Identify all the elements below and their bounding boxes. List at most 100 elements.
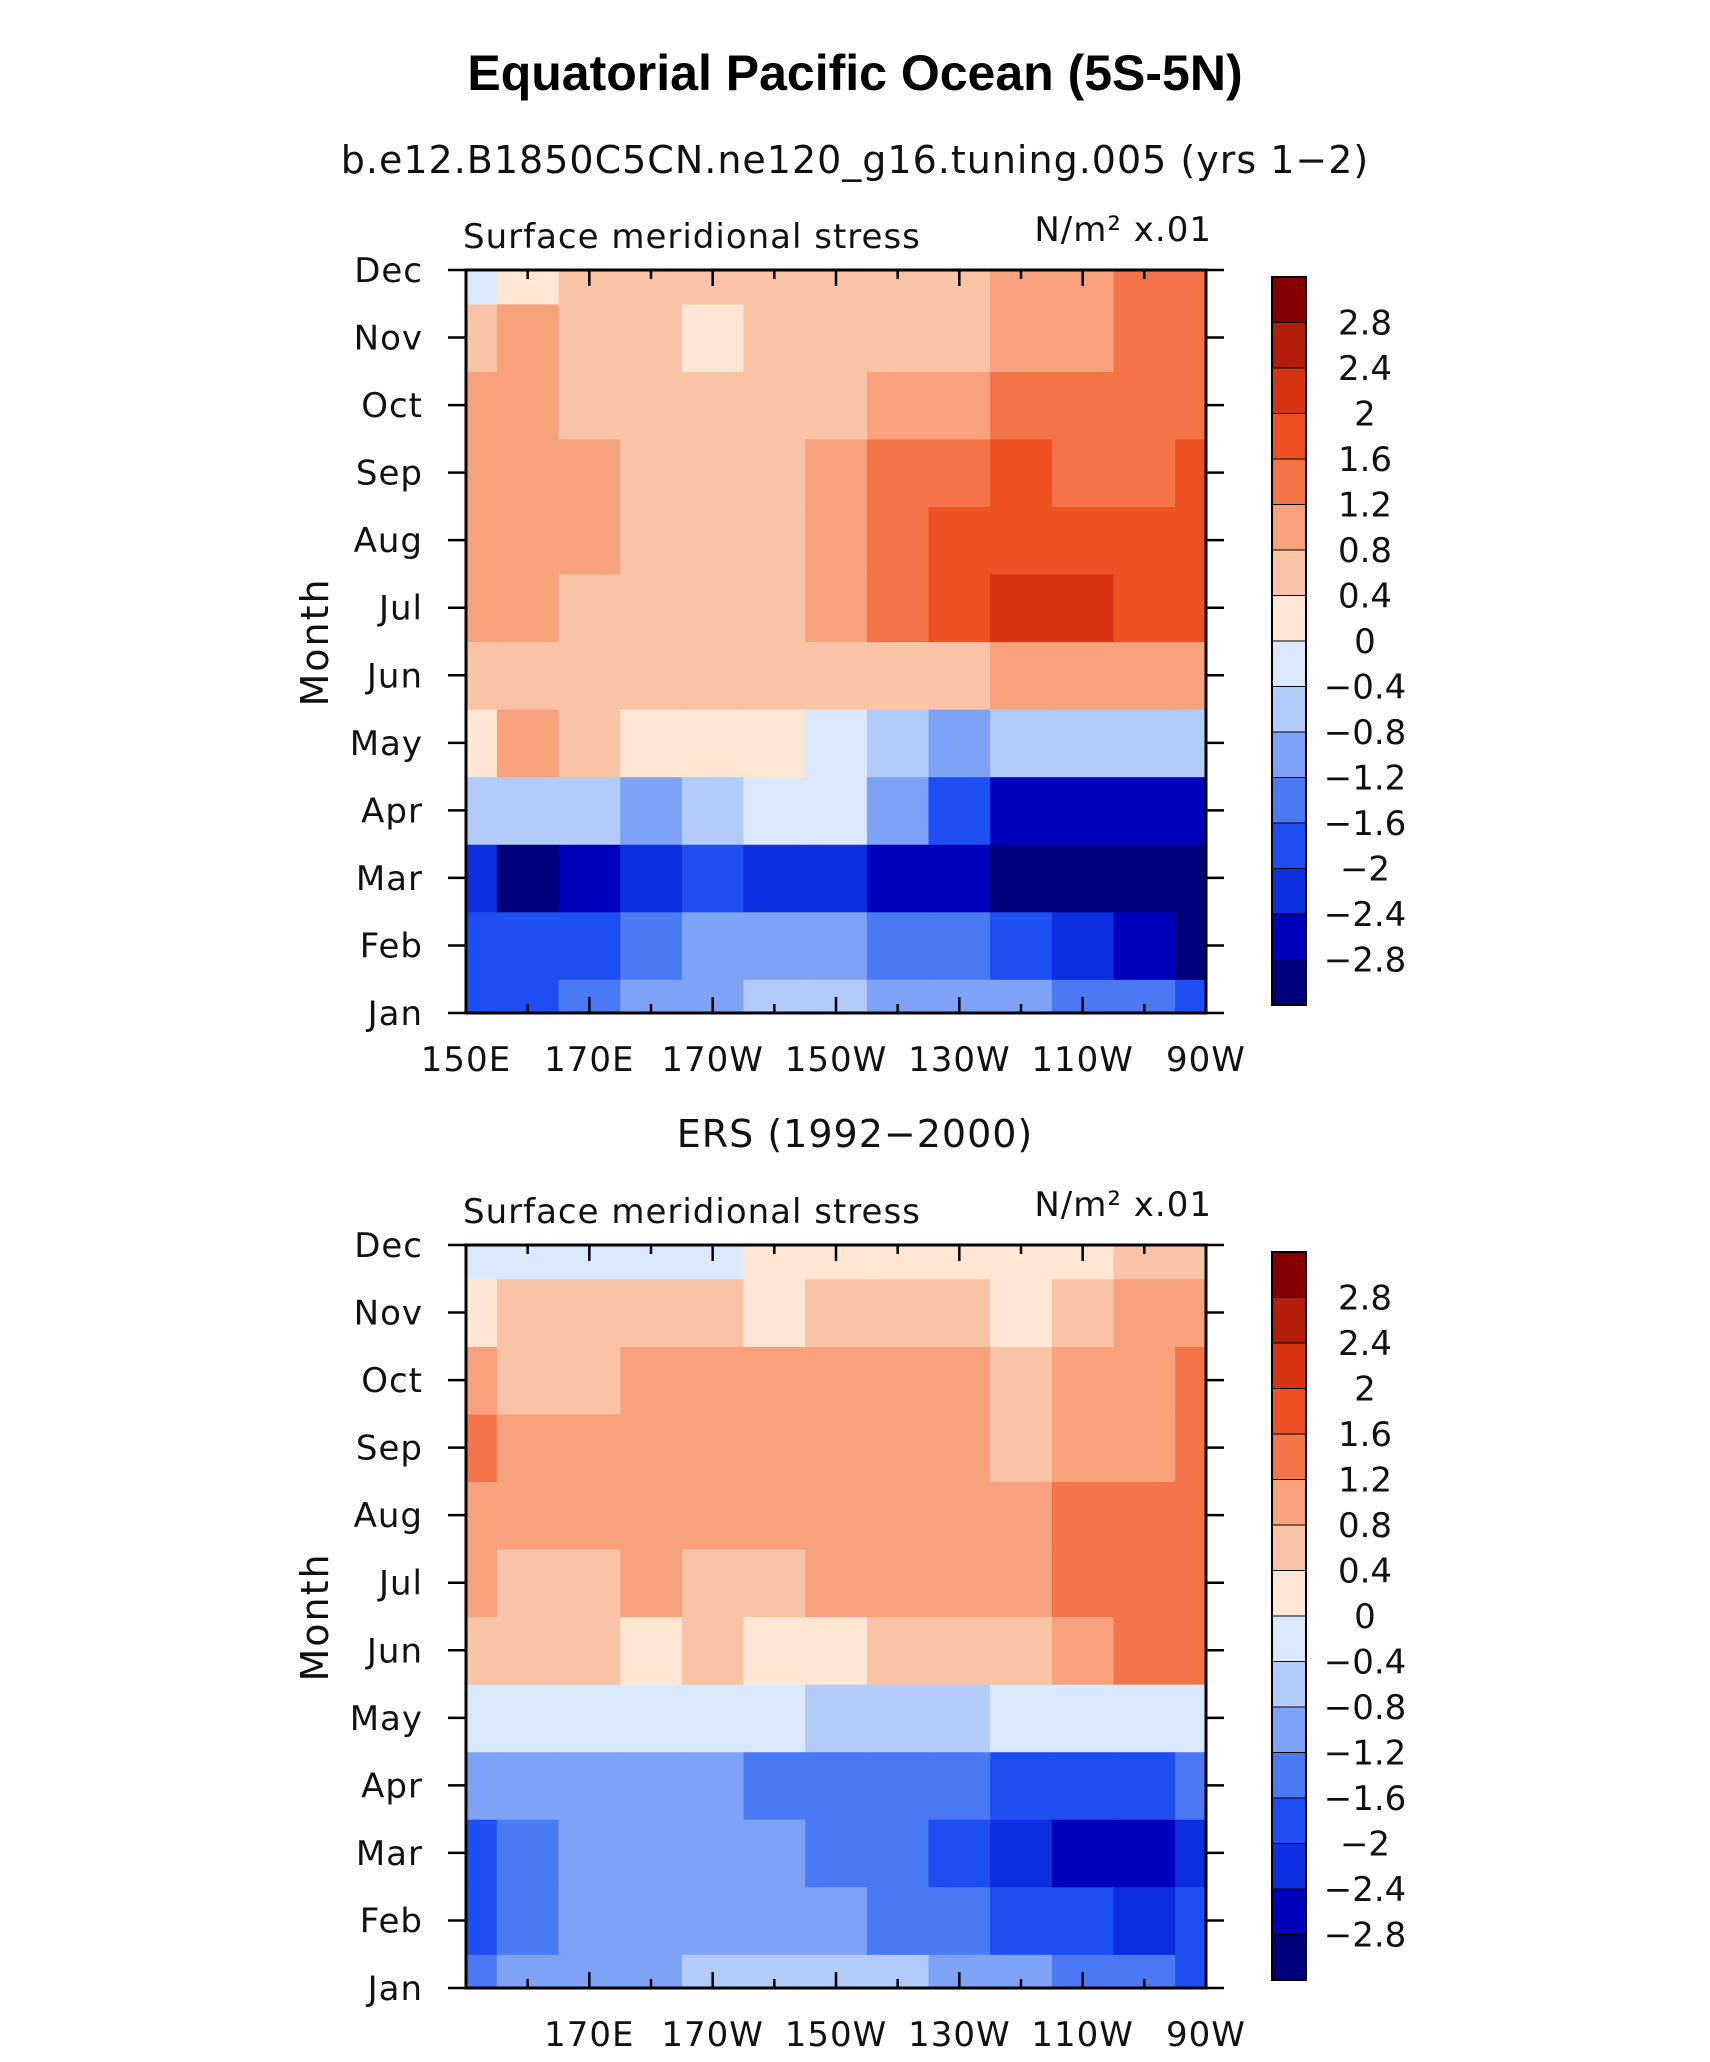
heatmap-cell (866, 1413, 930, 1483)
heatmap-cell (1175, 438, 1207, 508)
variable-label: Surface meridional stress (463, 217, 921, 257)
heatmap-cell (496, 1413, 560, 1483)
heatmap-cell (1175, 1278, 1207, 1347)
heatmap-cell (558, 1346, 621, 1415)
x-tick-label: 110W (1031, 1040, 1134, 1080)
heatmap-cell (496, 1616, 560, 1685)
colorbar-label: −2.8 (1324, 941, 1407, 981)
heatmap-cell (928, 371, 991, 440)
heatmap-cell (496, 506, 560, 575)
colorbar-box (1271, 731, 1307, 778)
colorbar-box (1271, 777, 1307, 824)
y-tick-label: May (350, 1699, 423, 1739)
heatmap-cell (743, 1548, 806, 1618)
heatmap-cell (681, 1751, 745, 1820)
heatmap-cell (496, 1886, 560, 1955)
y-tick-label: Nov (354, 319, 423, 359)
colorbar: 2.8 2.4 2 1.6 1.2 0.8 0.4 0 −0.4 −0.8 −1.2 −1.6 −2 −2… (1271, 1251, 1407, 1981)
heatmap-cell (681, 573, 745, 643)
heatmap-cell (928, 844, 991, 913)
heatmap-cell (620, 641, 683, 710)
colorbar-box (1271, 959, 1307, 1006)
heatmap-cell (805, 438, 868, 508)
heatmap-cell (496, 371, 560, 440)
y-tick-label: Oct (361, 1361, 423, 1401)
heatmap-cell (496, 776, 560, 845)
heatmap-cell (496, 1346, 560, 1415)
heatmap-cell (620, 1616, 683, 1685)
colorbar-box (1271, 1433, 1307, 1480)
heatmap-cell (1175, 1954, 1207, 1989)
heatmap-cell (805, 641, 868, 710)
colorbar-box (1271, 413, 1307, 460)
heatmap-cell (805, 1684, 868, 1753)
heatmap-cell (1113, 1819, 1176, 1888)
colorbar-label: 2.4 (1338, 1324, 1392, 1364)
heatmap-cell (558, 1684, 621, 1753)
y-tick-label: Oct (361, 386, 423, 426)
heatmap-cell (805, 573, 868, 643)
heatmap-cell (928, 776, 991, 845)
heatmap-cell (558, 1819, 621, 1888)
heatmap-cell (805, 1616, 868, 1685)
heatmap-cell (990, 1751, 1053, 1820)
colorbar-label: −2 (1340, 850, 1390, 890)
heatmap-cell (866, 1819, 930, 1888)
colorbar-box (1271, 1297, 1307, 1344)
heatmap-cell (620, 506, 683, 575)
heatmap-cell (466, 1548, 498, 1618)
heatmap-cell (681, 1481, 745, 1550)
heatmap-cell (496, 1278, 560, 1347)
colorbar-box (1271, 1251, 1307, 1298)
heatmap-cell (866, 438, 930, 508)
heatmap-cell (805, 709, 868, 778)
colorbar-box (1271, 1479, 1307, 1526)
heatmap-cell (620, 303, 683, 372)
heatmap-cell (620, 776, 683, 845)
heatmap-cell (866, 1616, 930, 1685)
colorbar-label: −0.8 (1324, 713, 1407, 753)
colorbar-box (1271, 322, 1307, 369)
heatmap-cell (620, 911, 683, 980)
heatmap-cell (1175, 776, 1207, 845)
colorbar-label: 0.4 (1338, 1552, 1392, 1592)
heatmap-cell (990, 1616, 1053, 1685)
heatmap-cell (1175, 1413, 1207, 1483)
colorbar-box (1271, 640, 1307, 687)
heatmap-cell (743, 573, 806, 643)
heatmap-cell (1113, 1413, 1176, 1483)
heatmap-cell (928, 911, 991, 980)
heatmap-cell (1175, 1616, 1207, 1685)
heatmap-cell (1051, 1886, 1115, 1955)
colorbar-label: −2.4 (1324, 1870, 1407, 1910)
heatmap-cell (620, 438, 683, 508)
y-tick-label: Dec (354, 251, 423, 291)
colorbar-label: 0 (1354, 1597, 1376, 1637)
heatmap-cell (743, 1481, 806, 1550)
heatmap-cell (466, 438, 498, 508)
heatmap-cell (805, 1346, 868, 1415)
heatmap-cell (866, 844, 930, 913)
colorbar-label: −0.4 (1324, 668, 1407, 708)
heatmap-cell (743, 776, 806, 845)
colorbar-box (1271, 1797, 1307, 1844)
colorbar-box (1271, 868, 1307, 915)
heatmap-cell (743, 844, 806, 913)
heatmap-cell (1051, 1819, 1115, 1888)
heatmap-cell (1175, 303, 1207, 372)
colorbar-label: 2 (1354, 1370, 1376, 1410)
heatmap-cell (805, 1751, 868, 1820)
heatmap-cell (743, 911, 806, 980)
heatmap-cell (1175, 1886, 1207, 1955)
heatmap-cell (496, 1481, 560, 1550)
colorbar-box (1271, 1615, 1307, 1662)
y-tick-label: Jun (365, 1631, 423, 1671)
y-tick-label: Jan (366, 1969, 423, 2009)
heatmap-cell (743, 506, 806, 575)
heatmap-cell (805, 1886, 868, 1955)
colorbar: 2.8 2.4 2 1.6 1.2 0.8 0.4 0 −0.4 −0.8 −1.2 −1.6 −2 −2… (1271, 276, 1407, 1006)
heatmap-cell (1051, 641, 1115, 710)
colorbar-box (1271, 1661, 1307, 1708)
heatmap-cell (681, 438, 745, 508)
colorbar-box (1271, 1843, 1307, 1890)
